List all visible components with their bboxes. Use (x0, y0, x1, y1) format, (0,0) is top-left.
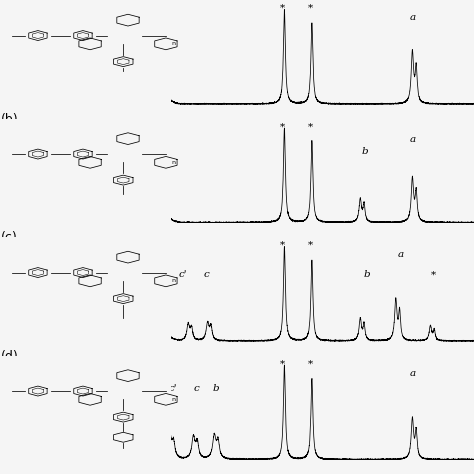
Text: a: a (410, 13, 415, 22)
Text: (d): (d) (1, 350, 18, 363)
Bar (0, 101, 171, 255)
Text: c': c' (109, 316, 114, 321)
Text: b: b (364, 271, 371, 279)
Text: (c): (c) (1, 231, 18, 244)
Text: a: a (15, 380, 18, 385)
Bar (0, 219, 171, 374)
Text: b: b (111, 195, 116, 201)
Text: *: * (431, 271, 436, 279)
Text: n: n (171, 42, 175, 46)
Text: c': c' (169, 384, 177, 393)
Bar (0, 0, 171, 137)
Text: (a): (a) (1, 0, 18, 7)
Text: *: * (280, 122, 284, 131)
Text: n: n (171, 160, 175, 165)
Text: *: * (308, 241, 313, 250)
Text: *: * (280, 4, 284, 13)
Text: c': c' (178, 271, 187, 279)
Text: a: a (15, 143, 18, 148)
Text: (b): (b) (1, 113, 18, 126)
Text: a: a (398, 250, 403, 259)
Text: c: c (203, 271, 209, 279)
Text: a: a (410, 136, 415, 144)
Text: a: a (15, 25, 18, 30)
Text: *: * (308, 4, 313, 13)
Text: *: * (280, 359, 284, 368)
Text: b: b (362, 147, 368, 156)
Text: *: * (308, 122, 313, 131)
Text: a: a (15, 262, 18, 266)
Text: a: a (410, 369, 415, 378)
Text: b: b (130, 310, 134, 315)
Text: O: O (130, 188, 136, 194)
Text: OH: OH (80, 66, 105, 81)
Text: OH: OH (118, 73, 129, 82)
Text: n: n (171, 397, 175, 402)
Text: c: c (133, 447, 136, 452)
Text: c: c (194, 384, 200, 393)
Text: *: * (308, 359, 313, 368)
Text: n: n (171, 279, 175, 283)
Text: b: b (212, 384, 219, 393)
Text: OH: OH (96, 66, 122, 81)
Text: O: O (130, 307, 136, 312)
Text: *: * (280, 241, 284, 250)
Text: c: c (130, 313, 134, 319)
Text: c': c' (121, 449, 126, 454)
Bar (0, 337, 171, 474)
